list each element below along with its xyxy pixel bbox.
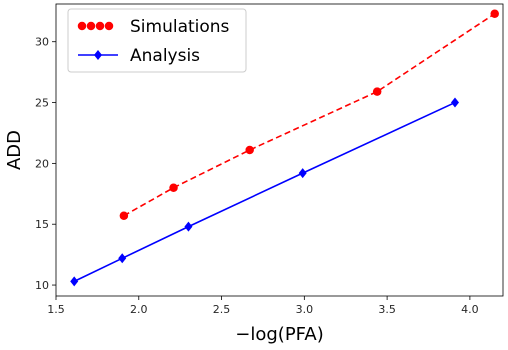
legend-label-analysis: Analysis	[130, 46, 200, 66]
legend-marker	[94, 50, 102, 60]
data-point	[298, 168, 307, 179]
data-point	[169, 183, 178, 192]
data-point	[245, 145, 254, 155]
x-tick-label: 1.5	[47, 303, 65, 316]
series-line-analysis	[73, 101, 456, 283]
y-axis-ticks: 10 15 20 25 30	[35, 36, 56, 292]
data-point	[372, 87, 382, 96]
y-tick-label: 25	[35, 97, 49, 110]
legend-entry-simulations: Simulations	[77, 17, 230, 37]
series-analysis	[70, 97, 459, 287]
legend-entry-analysis: Analysis	[78, 46, 200, 66]
y-axis-label: ADD	[4, 130, 25, 170]
axes	[55, 3, 504, 297]
data-point	[184, 221, 193, 232]
data-point	[70, 276, 79, 287]
x-axis-ticks: 1.5 2.0 2.5 3.0 3.5 4.0	[47, 296, 479, 316]
legend-marker	[104, 21, 114, 31]
x-tick-label: 4.0	[461, 303, 479, 316]
x-tick-label: 3.0	[296, 303, 314, 316]
data-point	[118, 253, 127, 264]
data-point	[490, 9, 499, 18]
y-tick-label: 30	[35, 36, 49, 49]
x-tick-label: 2.5	[213, 303, 231, 316]
legend-swatch-simulations	[77, 21, 114, 31]
x-axis-label: −log(PFA)	[235, 324, 323, 345]
legend-swatch-analysis	[78, 50, 118, 60]
series-line-simulations	[123, 13, 496, 217]
y-tick-label: 15	[35, 218, 49, 231]
series-simulations	[119, 9, 499, 220]
legend-marker	[86, 21, 96, 31]
legend-label-simulations: Simulations	[130, 17, 230, 37]
y-tick-label: 10	[35, 279, 49, 292]
legend-marker	[95, 21, 105, 31]
data-point	[450, 97, 459, 108]
plot-frame	[55, 3, 504, 297]
legend-marker	[77, 21, 87, 31]
x-tick-label: 2.0	[130, 303, 148, 316]
x-tick-label: 3.5	[378, 303, 396, 316]
series-layer	[70, 9, 499, 287]
legend: Simulations Analysis	[67, 8, 247, 73]
y-tick-label: 20	[35, 157, 49, 170]
data-point	[119, 211, 129, 220]
